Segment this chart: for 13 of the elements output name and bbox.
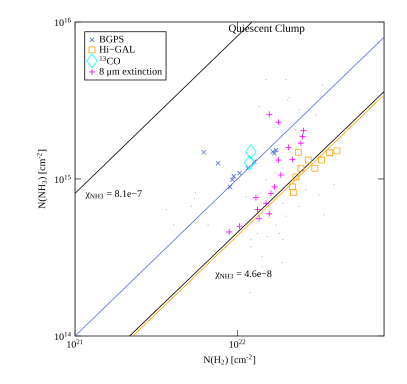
y-tick-label: 10$^{15}$: [54, 174, 71, 184]
y-tick-label: 10$^{14}$: [54, 332, 71, 340]
x-tick-label: 10$^{22}$: [230, 340, 246, 348]
x-tick-label: 10$^{21}$: [67, 340, 83, 348]
annotation: χ$_{NH3}$ = 4.6e−8: [215, 270, 272, 280]
annotation: χ$_{NH3}$ = 8.1e−7: [85, 190, 142, 200]
x-axis-title: N(H$_{2}$) [cm$^{-2}$]: [204, 354, 256, 366]
y-tick-label: 10$^{16}$: [54, 18, 71, 26]
y-axis-title: N(NH$_{3}$) [cm$^{-2}$]: [36, 150, 48, 209]
legend-label: BGPS: [99, 36, 124, 42]
legend-label: $^{13}$CO: [100, 56, 120, 64]
legend-label: Hi−GAL: [99, 46, 135, 53]
legend-label: 8 μm extinction: [100, 68, 162, 77]
